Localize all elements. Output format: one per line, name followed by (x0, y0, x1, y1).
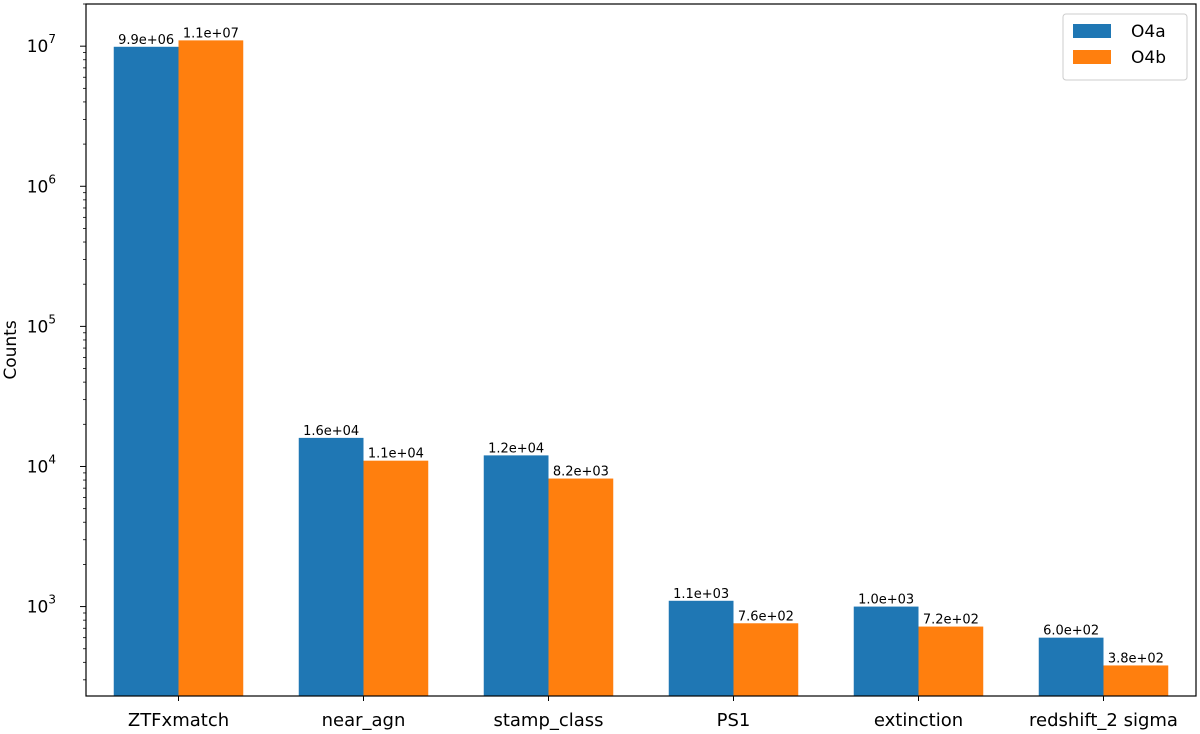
x-tick-label-0: ZTFxmatch (128, 710, 229, 731)
y-tick-label-2: 105 (27, 312, 56, 337)
plot-frame (85, 3, 1197, 697)
y-tick-label-4: 107 (27, 32, 56, 57)
bar-o4a-1 (298, 437, 364, 696)
data-label-o4a-4: 1.0e+03 (858, 593, 914, 608)
x-tick-label-5: redshift_2 sigma (1029, 710, 1178, 731)
bar-o4a-2 (483, 455, 549, 696)
bar-o4b-0 (178, 40, 244, 697)
x-tick-label-4: extinction (874, 710, 963, 731)
x-axis: ZTFxmatch near_agn stamp_class PS1 extinctio… (128, 696, 1178, 731)
data-labels-layer: 9.9e+06 1.1e+07 1.6e+04 1.1e+04 1.2e+04 8.2e+… (118, 26, 1164, 666)
data-label-o4b-5: 3.8e+02 (1108, 651, 1164, 666)
y-tick-label-1: 104 (27, 452, 56, 477)
legend-label-o4a: O4a (1131, 22, 1166, 42)
x-tick-label-1: near_agn (322, 710, 406, 731)
legend-label-o4b: O4b (1131, 48, 1166, 68)
bar-o4b-5 (1103, 665, 1169, 696)
data-label-o4b-3: 7.6e+02 (738, 609, 794, 624)
data-label-o4b-4: 7.2e+02 (923, 613, 979, 628)
bar-o4a-0 (113, 46, 179, 696)
data-label-o4a-2: 1.2e+04 (488, 441, 544, 456)
legend-swatch-o4a (1073, 24, 1111, 38)
bar-o4b-4 (918, 626, 984, 696)
bars-layer (113, 40, 1169, 697)
y-tick-label-0: 103 (27, 593, 56, 618)
data-label-o4b-2: 8.2e+03 (553, 465, 609, 480)
x-tick-label-3: PS1 (717, 710, 751, 731)
bar-o4b-2 (548, 478, 614, 696)
data-label-o4a-5: 6.0e+02 (1043, 624, 1099, 639)
bar-o4b-3 (733, 623, 799, 696)
y-axis-label: Counts (1, 320, 21, 379)
y-tick-label-3: 106 (27, 172, 56, 197)
data-label-o4a-0: 9.9e+06 (118, 33, 174, 48)
data-label-o4a-1: 1.6e+04 (303, 424, 359, 439)
data-label-o4b-0: 1.1e+07 (183, 26, 239, 41)
bar-o4b-1 (363, 460, 429, 696)
bar-o4a-4 (853, 606, 919, 696)
legend-frame (1062, 13, 1188, 81)
bar-o4a-3 (668, 600, 734, 696)
y-axis: 103 104 105 106 107 (27, 3, 86, 681)
x-tick-label-2: stamp_class (493, 710, 603, 731)
bar-o4a-5 (1038, 637, 1104, 696)
data-label-o4a-3: 1.1e+03 (673, 587, 729, 602)
legend-swatch-o4b (1073, 50, 1111, 64)
data-label-o4b-1: 1.1e+04 (368, 447, 424, 462)
